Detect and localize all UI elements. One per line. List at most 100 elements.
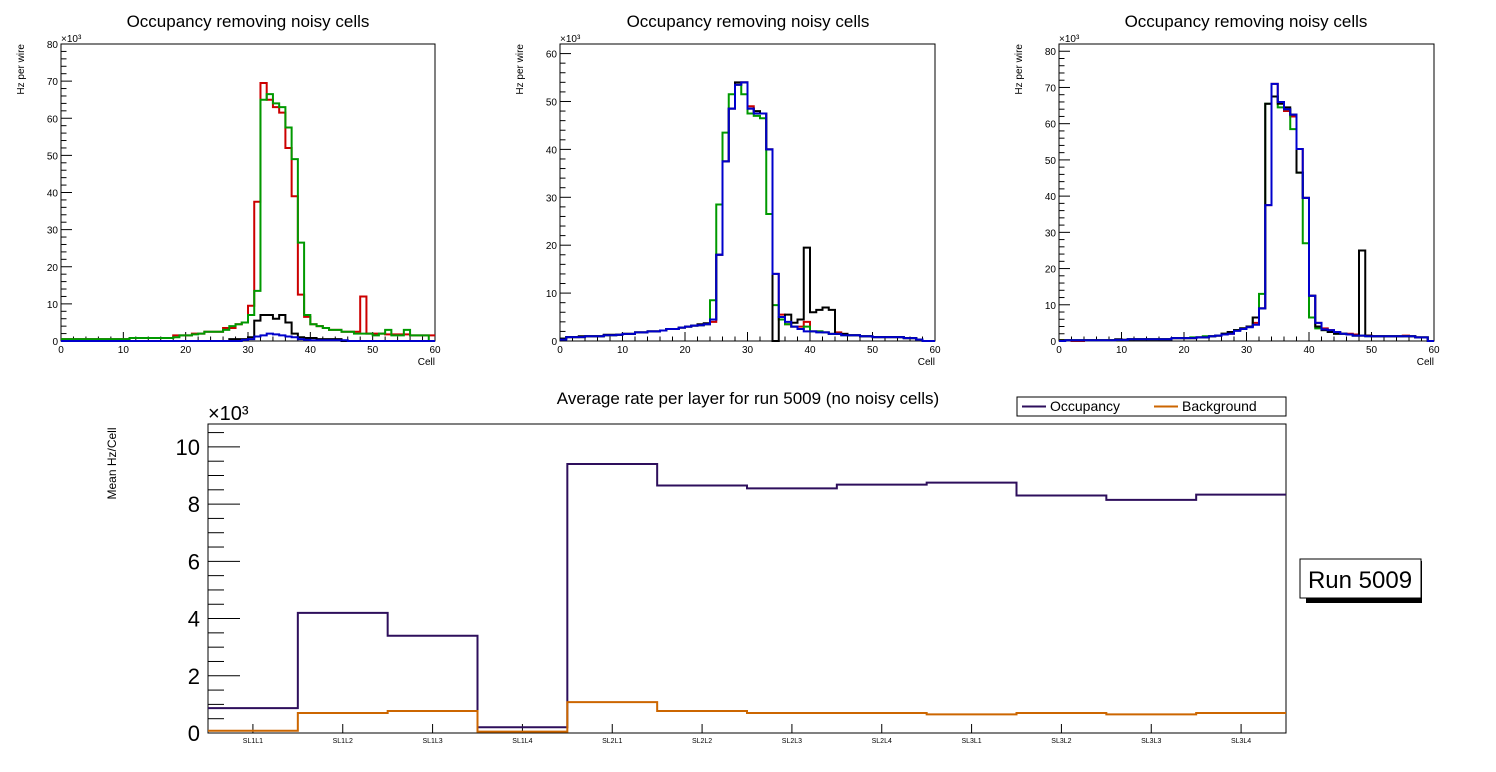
series-green-line <box>560 83 935 342</box>
y-tick-label: 50 <box>1045 156 1057 167</box>
x-tick-label: 10 <box>1116 345 1128 356</box>
y-tick-label: 20 <box>1045 265 1057 276</box>
annotation-text: Run 5009 <box>1308 567 1412 594</box>
x-tick-label: SL2L2 <box>692 738 712 745</box>
y-tick-label: 30 <box>47 226 59 237</box>
y-tick-label: 30 <box>546 193 558 204</box>
y-tick-label: 40 <box>47 189 59 200</box>
x-tick-label: 20 <box>679 345 691 356</box>
series-blue-line <box>560 81 935 342</box>
y-tick-label: 10 <box>546 289 558 300</box>
x-tick-label: 40 <box>804 345 816 356</box>
y-tick-label: 0 <box>1050 337 1056 348</box>
x-tick-label: SL1L4 <box>512 738 532 745</box>
y-tick-label: 20 <box>546 241 558 252</box>
x-tick-label: 40 <box>1303 345 1315 356</box>
y-tick-label: 80 <box>47 40 59 51</box>
annotation-box <box>1299 558 1422 599</box>
y-tick-label: 10 <box>47 300 59 311</box>
x-tick-label: SL1L3 <box>422 738 442 745</box>
layer-rate-panel: Average rate per layer for run 5009 (no … <box>105 389 1422 746</box>
y-multiplier-label: ×10³ <box>61 34 82 45</box>
x-tick-label: 60 <box>1428 345 1440 356</box>
histogram-panel-3: Occupancy removing noisy cells Hz per wir… <box>1014 12 1440 368</box>
series-blue-line <box>61 332 435 342</box>
x-tick-label: 10 <box>118 345 130 356</box>
x-tick-label: SL1L1 <box>243 738 263 745</box>
x-axis-label: Cell <box>918 357 935 368</box>
chart-title: Average rate per layer for run 5009 (no … <box>557 389 939 408</box>
y-tick-label: 10 <box>1045 301 1057 312</box>
x-tick-label: 0 <box>557 345 563 356</box>
y-tick-label: 50 <box>47 151 59 162</box>
y-tick-label: 0 <box>188 721 200 746</box>
x-tick-label: SL2L1 <box>602 738 622 745</box>
x-tick-label: SL3L2 <box>1051 738 1071 745</box>
y-multiplier-label: ×10³ <box>1059 34 1080 45</box>
x-tick-label: 0 <box>1056 345 1062 356</box>
x-tick-label: 30 <box>1241 345 1253 356</box>
x-tick-label: 20 <box>1178 345 1190 356</box>
x-tick-label: 0 <box>58 345 64 356</box>
series-occupancy-line <box>208 463 1286 729</box>
x-tick-label: 50 <box>867 345 879 356</box>
y-tick-label: 6 <box>188 549 200 574</box>
histogram-panel-1: Occupancy removing noisy cells Hz per wir… <box>16 12 441 368</box>
series-green-line <box>61 93 435 342</box>
y-tick-label: 70 <box>47 77 59 88</box>
run-annotation: Run 5009 <box>1299 558 1422 603</box>
legend-box <box>1016 396 1287 417</box>
y-tick-label: 70 <box>1045 83 1057 94</box>
x-tick-label: SL3L3 <box>1141 738 1161 745</box>
y-axis-label: Hz per wire <box>515 44 526 95</box>
x-tick-label: 10 <box>617 345 629 356</box>
y-axis-label: Mean Hz/Cell <box>105 427 119 499</box>
x-tick-label: 50 <box>367 345 379 356</box>
y-tick-label: 30 <box>1045 228 1057 239</box>
series-green-line <box>1059 95 1434 342</box>
x-tick-label: 60 <box>429 345 441 356</box>
y-tick-label: 60 <box>1045 120 1057 131</box>
y-tick-label: 0 <box>52 337 58 348</box>
x-tick-label: 20 <box>180 345 192 356</box>
x-axis-label: Cell <box>418 357 435 368</box>
y-tick-label: 2 <box>188 664 200 689</box>
series-red-line <box>560 81 935 342</box>
legend-background-label: Background <box>1182 398 1257 414</box>
chart-title: Occupancy removing noisy cells <box>627 12 870 31</box>
plot-frame <box>207 423 1287 734</box>
y-tick-label: 80 <box>1045 47 1057 58</box>
x-tick-label: SL2L4 <box>872 738 892 745</box>
y-tick-label: 4 <box>188 607 200 632</box>
x-tick-label: SL2L3 <box>782 738 802 745</box>
y-tick-label: 50 <box>546 97 558 108</box>
legend-occupancy-label: Occupancy <box>1050 398 1120 414</box>
y-multiplier-label: ×10³ <box>560 34 581 45</box>
y-tick-label: 60 <box>47 114 59 125</box>
series-black-line <box>560 81 935 342</box>
series-black-line <box>1059 95 1434 342</box>
y-tick-label: 20 <box>47 263 59 274</box>
x-tick-label: SL3L4 <box>1231 738 1251 745</box>
plot-frame <box>60 43 436 342</box>
x-tick-label: SL1L2 <box>333 738 353 745</box>
y-tick-label: 40 <box>1045 192 1057 203</box>
y-axis-label: Hz per wire <box>16 44 27 95</box>
legend: Occupancy Background <box>1016 396 1287 417</box>
y-tick-label: 10 <box>176 435 200 460</box>
series-blue-line <box>1059 82 1434 342</box>
y-axis-label: Hz per wire <box>1014 44 1025 95</box>
x-tick-label: SL3L1 <box>961 738 981 745</box>
series-red-line <box>61 81 435 341</box>
x-tick-label: 40 <box>305 345 317 356</box>
chart-title: Occupancy removing noisy cells <box>127 12 370 31</box>
histogram-panel-2: Occupancy removing noisy cells Hz per wir… <box>515 12 941 368</box>
y-tick-label: 40 <box>546 145 558 156</box>
plot-frame <box>1058 43 1435 342</box>
x-axis-label: Cell <box>1417 357 1434 368</box>
chart-title: Occupancy removing noisy cells <box>1125 12 1368 31</box>
y-tick-label: 0 <box>551 337 557 348</box>
y-tick-label: 60 <box>546 50 558 61</box>
y-tick-label: 8 <box>188 492 200 517</box>
